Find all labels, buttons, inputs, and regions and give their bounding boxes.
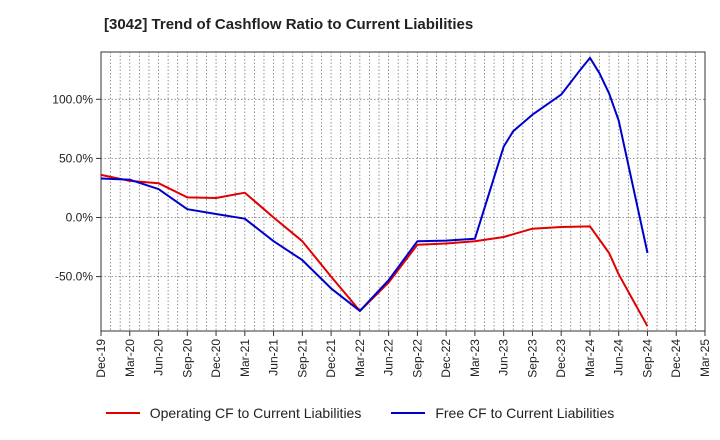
x-tick-label: Dec-23 — [554, 339, 568, 378]
x-tick-label: Dec-19 — [94, 339, 108, 378]
x-tick-label: Sep-21 — [295, 339, 309, 378]
x-tick-label: Mar-22 — [353, 339, 367, 377]
x-tick-label: Sep-22 — [410, 339, 424, 378]
x-tick-label: Mar-20 — [123, 339, 137, 377]
x-tick-label: Sep-20 — [180, 339, 194, 378]
x-tick-label: Mar-25 — [698, 339, 712, 377]
x-tick-label: Dec-20 — [209, 339, 223, 378]
y-tick-label: -50.0% — [55, 270, 93, 284]
y-tick-label: 100.0% — [52, 92, 93, 106]
legend-swatch-operating-cf — [105, 412, 140, 414]
legend-label-operating-cf: Operating CF to Current Liabilities — [149, 405, 362, 421]
y-tick-label: 0.0% — [66, 211, 94, 225]
x-tick-label: Dec-24 — [669, 339, 683, 378]
x-tick-label: Sep-23 — [525, 339, 539, 378]
x-tick-label: Jun-21 — [267, 339, 281, 376]
x-tick-label: Sep-24 — [640, 339, 654, 378]
legend-swatch-free-cf — [391, 412, 426, 414]
x-tick-label: Jun-24 — [612, 339, 626, 376]
legend-label-free-cf: Free CF to Current Liabilities — [435, 405, 615, 421]
x-tick-label: Dec-22 — [439, 339, 453, 378]
x-tick-label: Jun-22 — [382, 339, 396, 376]
x-tick-label: Mar-21 — [238, 339, 252, 377]
chart-title: [3042] Trend of Cashflow Ratio to Curren… — [104, 16, 474, 33]
legend: Operating CF to Current Liabilities Free… — [0, 405, 720, 421]
x-tick-label: Mar-23 — [468, 339, 482, 377]
legend-item-free-cf: Free CF to Current Liabilities — [391, 405, 614, 421]
legend-item-operating-cf: Operating CF to Current Liabilities — [105, 405, 362, 421]
x-tick-label: Jun-20 — [152, 339, 166, 376]
x-tick-label: Jun-23 — [497, 339, 511, 376]
series-line-operating-cf — [100, 173, 649, 327]
x-tick-label: Mar-24 — [583, 339, 597, 377]
y-tick-label: 50.0% — [59, 151, 93, 165]
plot-area — [100, 51, 706, 332]
x-tick-label: Dec-21 — [324, 339, 338, 378]
series-line-free-cf — [100, 56, 649, 312]
